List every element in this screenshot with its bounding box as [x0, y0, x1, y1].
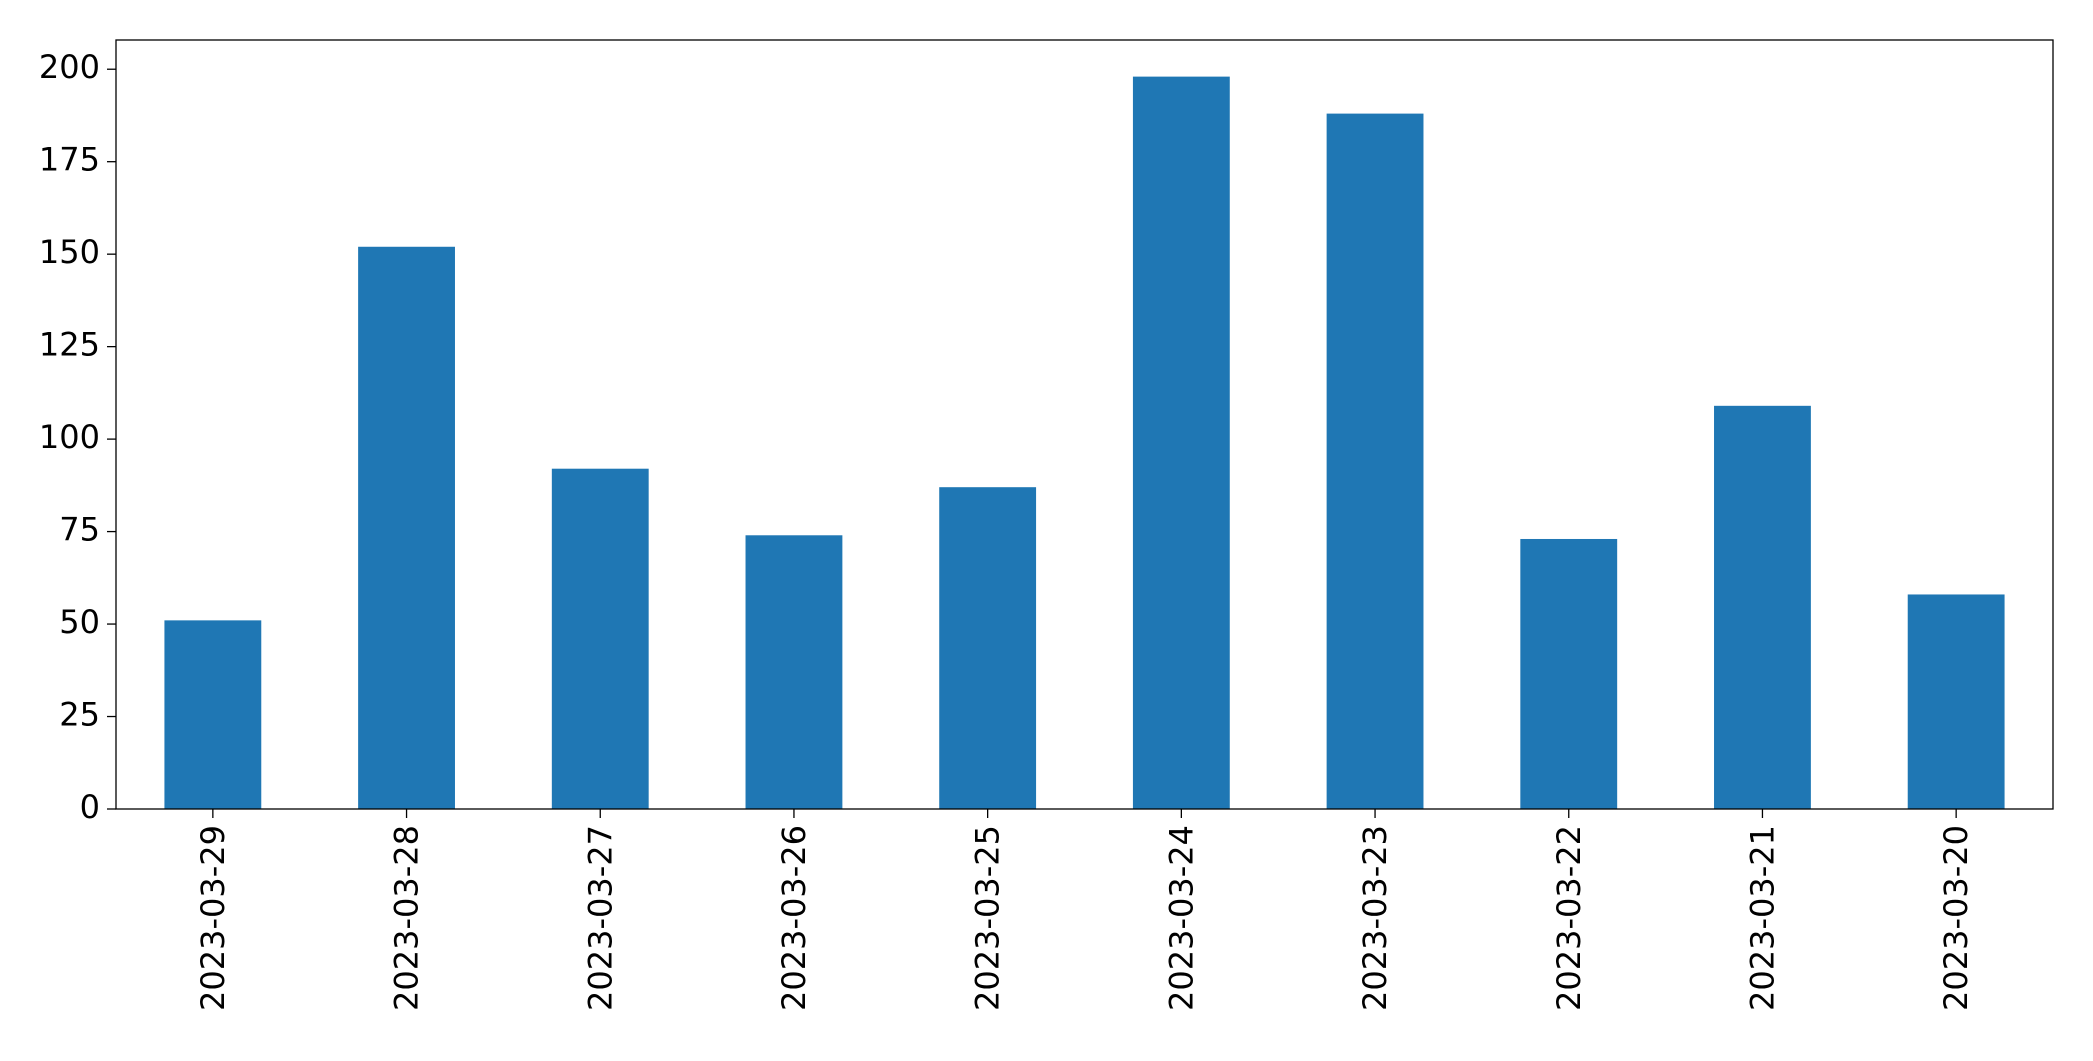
x-tick-label: 2023-03-22 [1550, 825, 1588, 1011]
bar [358, 246, 455, 809]
bar [1520, 538, 1618, 809]
x-tick-label: 2023-03-27 [581, 825, 619, 1011]
bar [1326, 113, 1424, 810]
bar [551, 468, 649, 809]
y-tick-label: 125 [39, 326, 100, 364]
x-tick-label: 2023-03-24 [1162, 825, 1200, 1011]
y-tick-label: 175 [39, 141, 100, 179]
plot-frame [115, 39, 2054, 810]
x-tick-label: 2023-03-23 [1356, 825, 1394, 1011]
bar [1714, 405, 1811, 809]
x-tick-label: 2023-03-28 [388, 825, 426, 1011]
y-tick-label: 150 [39, 233, 100, 271]
bar [1907, 594, 2005, 809]
y-tick-label: 0 [80, 788, 100, 826]
bar [164, 620, 262, 809]
bar [1132, 76, 1230, 810]
x-tick-label: 2023-03-20 [1937, 825, 1975, 1011]
bar [745, 535, 843, 809]
bar [939, 487, 1037, 809]
x-tick-label: 2023-03-21 [1743, 825, 1781, 1011]
y-tick-label: 100 [39, 418, 100, 456]
x-tick-label: 2023-03-29 [194, 825, 232, 1011]
y-tick-label: 25 [59, 696, 100, 734]
y-tick-label: 75 [59, 511, 100, 549]
x-tick-label: 2023-03-26 [775, 825, 813, 1011]
y-tick-label: 200 [39, 48, 100, 86]
y-tick-label: 50 [59, 603, 100, 641]
x-tick-label: 2023-03-25 [969, 825, 1007, 1011]
